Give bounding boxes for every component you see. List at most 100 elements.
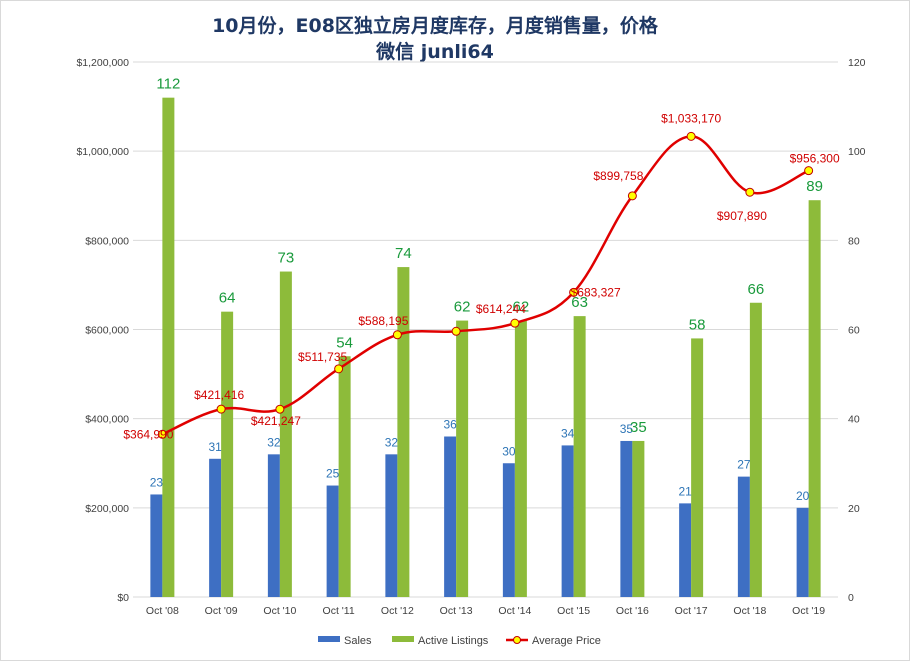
x-axis-tick-label: Oct '12 [381,605,414,617]
listings-data-label: 62 [513,299,530,316]
x-axis-tick-label: Oct '09 [205,605,238,617]
listings-data-label: 89 [806,178,823,195]
legend-swatch-price-marker [513,636,521,644]
price-marker [804,166,814,176]
x-axis-tick-label: Oct '11 [323,605,355,617]
bars [150,97,821,598]
x-axis-tick-label: Oct '10 [263,605,296,617]
legend-label-sales: Sales [344,635,372,647]
left-axis-tick-label: $800,000 [85,235,129,247]
listings-bar [456,320,469,597]
sales-data-label: 36 [443,418,457,432]
listings-bar [632,440,645,597]
price-line: $364,990 $421,416 $421,247 $511,735 $588,195… [123,111,840,441]
right-axis-tick-label: 60 [848,325,860,337]
left-axis-ticks: $0 $200,000 $400,000 $600,000 $800,000 $1,000… [76,57,129,604]
listings-data-label: 58 [689,316,706,333]
listings-data-label: 64 [219,290,236,307]
listings-data-label: 74 [395,245,412,262]
left-axis-tick-label: $600,000 [85,325,129,337]
left-axis-tick-label: $200,000 [85,503,129,515]
listings-data-label: 62 [454,299,471,316]
listings-data-label: 35 [630,419,647,436]
chart-subtitle: 微信 junli64 [375,40,494,63]
x-axis-tick-label: Oct '08 [146,605,179,617]
legend-label-listings: Active Listings [418,635,489,647]
listings-data-label: 73 [278,250,295,267]
left-axis-tick-label: $1,000,000 [76,146,129,158]
price-data-label: $1,033,170 [661,111,721,125]
sales-bar [679,503,692,597]
sales-bar [796,507,809,597]
listings-bar [514,320,527,597]
price-marker [745,187,755,197]
x-axis-tick-label: Oct '15 [557,605,590,617]
right-axis-tick-label: 120 [848,57,866,69]
right-axis-tick-label: 20 [848,503,860,515]
listings-bar [162,97,175,598]
price-data-label: $511,735 [298,350,347,364]
sales-bar [267,454,280,597]
sales-data-label: 21 [678,484,692,498]
right-axis-tick-label: 80 [848,235,860,247]
price-data-label: $588,195 [358,314,408,328]
listings-bar [397,267,410,597]
listings-bar [573,316,586,597]
price-data-label: $421,247 [251,414,301,428]
listings-bar [749,302,762,597]
listings-data-label: 112 [156,76,180,93]
price-marker [510,318,520,328]
right-axis-ticks: 0 20 40 60 80 100 120 [848,57,866,604]
left-axis-tick-label: $0 [117,592,129,604]
right-axis-tick-label: 40 [848,414,860,426]
price-marker [569,287,579,297]
price-data-label: $899,758 [593,169,643,183]
legend-swatch-listings [392,636,414,642]
right-axis-tick-label: 100 [848,146,866,158]
price-data-label: $956,300 [790,152,840,166]
sales-bar [150,494,163,597]
sales-bar [620,440,633,597]
sales-data-label: 27 [737,458,751,472]
sales-data-label: 25 [326,467,340,481]
price-marker [275,404,285,414]
price-data-label: $614,244 [476,302,526,316]
sales-bar [502,463,515,597]
legend-label-price: Average Price [532,635,601,647]
right-axis-tick-label: 0 [848,592,854,604]
x-axis-tick-label: Oct '16 [616,605,649,617]
sales-bar [385,454,398,597]
legend-swatch-sales [318,636,340,642]
sales-data-label: 32 [267,435,281,449]
sales-bar [561,445,574,597]
price-marker [216,404,226,414]
sales-data-label: 32 [385,435,399,449]
listings-bar [221,311,234,597]
gridlines [133,61,838,598]
chart-title: 10月份，E08区独立房月度库存，月度销售量，价格 [212,14,659,37]
price-marker [392,330,402,340]
sales-data-label: 20 [796,489,810,503]
sales-bar [737,476,750,597]
sales-bar [326,485,339,597]
listings-bar [808,200,821,598]
left-axis-tick-label: $1,200,000 [76,57,129,69]
sales-data-label: 31 [208,440,222,454]
x-axis-tick-label: Oct '14 [498,605,531,617]
price-marker [334,364,344,374]
listings-data-label: 66 [748,281,765,298]
price-marker [451,326,461,336]
price-marker [686,131,696,141]
listings-bar [279,271,292,597]
legend: Sales Active Listings Average Price [318,635,601,647]
sales-data-label: 23 [150,475,164,489]
sales-data-label: 35 [620,422,634,436]
listings-bar [691,338,704,597]
sales-data-label: 30 [502,444,516,458]
price-data-label: $421,416 [194,388,244,402]
x-axis-tick-label: Oct '18 [733,605,766,617]
x-axis-tick-label: Oct '17 [675,605,708,617]
price-data-label: $364,990 [123,427,173,441]
